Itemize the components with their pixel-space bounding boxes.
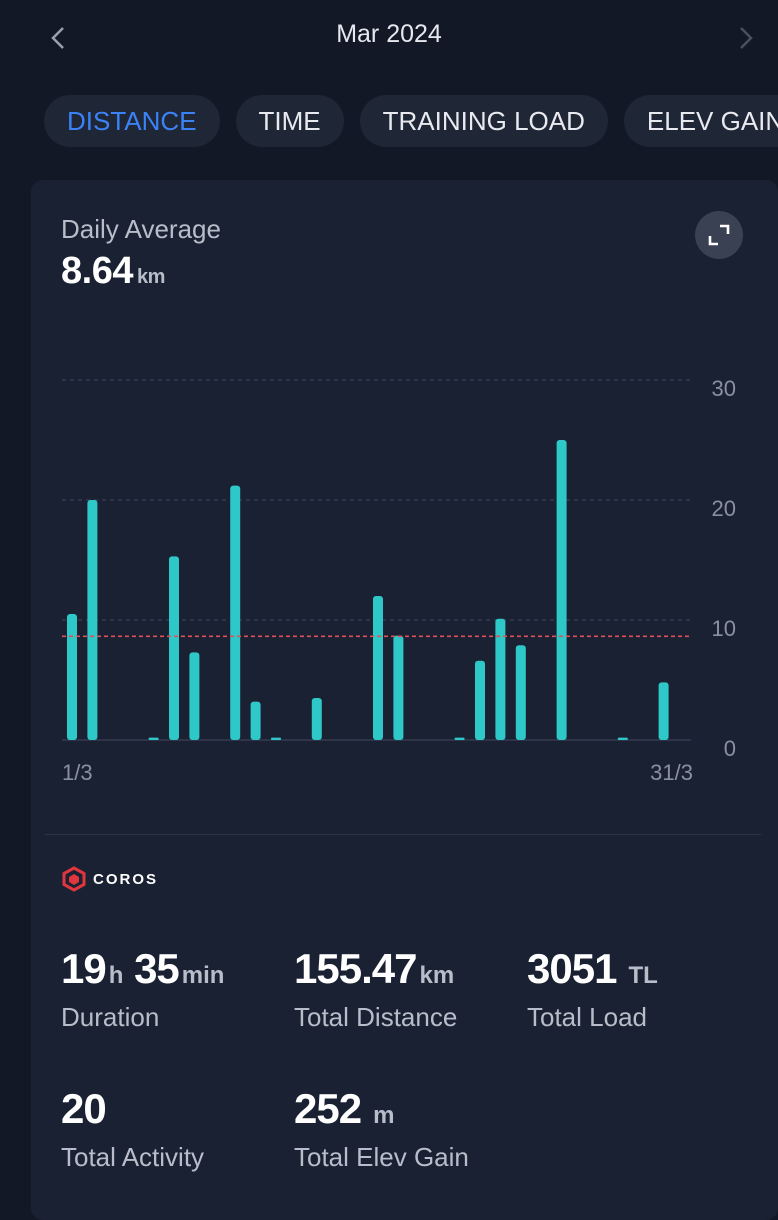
total-activity-value: 20 <box>61 1088 204 1130</box>
y-tick-label: 0 <box>724 736 736 761</box>
total-elev-gain-value: 252 m <box>294 1088 469 1130</box>
daily-average-label: Daily Average <box>61 214 221 244</box>
bar-day-7 <box>189 652 200 740</box>
stats-card: Daily Average 8.64 km 0 10 20 30 1/3 31/3 CORO… <box>31 180 778 1220</box>
total-distance-number: 155.47 <box>294 945 417 992</box>
tab-distance[interactable]: DISTANCE <box>44 95 220 147</box>
duration-hours: 19 <box>61 945 107 992</box>
x-end-label: 31/3 <box>650 760 693 785</box>
bar-day-21 <box>475 660 485 740</box>
y-tick-label: 20 <box>712 496 736 521</box>
tab-training-load[interactable]: TRAINING LOAD <box>359 95 608 147</box>
y-tick-label: 30 <box>712 376 736 401</box>
total-activity-label: Total Activity <box>61 1142 205 1172</box>
bar-day-13 <box>311 698 322 740</box>
total-distance-label: Total Distance <box>294 1002 458 1032</box>
coros-logo: COROS <box>61 866 158 892</box>
bar-day-11 <box>271 737 281 740</box>
y-tick-label: 10 <box>712 616 736 641</box>
bar-day-2 <box>87 500 98 740</box>
duration-label: Duration <box>61 1002 160 1032</box>
total-load-unit: TL <box>628 962 658 989</box>
total-load-label: Total Load <box>527 1002 647 1032</box>
bar-day-17 <box>393 635 404 740</box>
total-elev-gain-label: Total Elev Gain <box>294 1142 469 1172</box>
bar-day-6 <box>169 556 179 740</box>
total-elev-gain-unit: m <box>373 1102 395 1129</box>
month-title: Mar 2024 <box>336 20 442 48</box>
bar-day-28 <box>617 737 628 740</box>
stat-total-elev-gain: 252 m Total Elev Gain <box>294 1088 469 1173</box>
total-distance-unit: km <box>419 962 455 989</box>
total-elev-gain-number: 252 <box>294 1085 362 1132</box>
bar-day-9 <box>230 485 241 740</box>
brand-name: COROS <box>93 870 159 888</box>
expand-chart-button[interactable] <box>695 211 743 259</box>
coros-logo-icon <box>62 866 86 892</box>
previous-month-button[interactable] <box>38 18 78 58</box>
bar-day-16 <box>373 596 383 740</box>
stat-total-activity: 20 Total Activity <box>61 1088 204 1173</box>
next-month-button[interactable] <box>726 18 766 58</box>
bar-day-25 <box>556 440 567 740</box>
bar-day-5 <box>148 737 159 740</box>
total-distance-value: 155.47 km <box>294 948 457 990</box>
stat-total-load: 3051 TL Total Load <box>527 948 658 1033</box>
daily-average-value: 8.64 km <box>61 250 165 293</box>
expand-icon <box>708 224 730 246</box>
duration-minutes: 35 <box>134 945 180 992</box>
daily-average-unit: km <box>136 266 165 288</box>
bar-day-20 <box>454 737 465 740</box>
header: Mar 2024 <box>0 0 778 80</box>
duration-value: 19 h 35 min <box>61 948 224 990</box>
duration-minutes-unit: min <box>181 962 225 989</box>
total-activity-number: 20 <box>61 1085 107 1132</box>
total-load-value: 3051 TL <box>527 948 658 990</box>
duration-hours-unit: h <box>108 962 124 989</box>
bar-day-1 <box>67 614 77 740</box>
total-load-number: 3051 <box>527 945 617 992</box>
distance-bar-chart: 0 10 20 30 1/3 31/3 <box>62 376 736 785</box>
x-start-label: 1/3 <box>62 760 93 785</box>
tab-elev-gain[interactable]: ELEV GAIN <box>623 95 778 147</box>
chevron-right-icon <box>740 27 753 49</box>
metric-tabs: DISTANCE TIME TRAINING LOAD ELEV GAIN <box>44 95 778 147</box>
bar-day-30 <box>658 682 669 740</box>
chevron-left-icon <box>51 27 64 49</box>
bar-day-23 <box>515 645 526 740</box>
bar-day-22 <box>495 618 506 740</box>
stat-total-distance: 155.47 km Total Distance <box>294 948 457 1033</box>
divider <box>45 834 761 835</box>
bar-day-10 <box>250 701 261 740</box>
tab-time[interactable]: TIME <box>235 95 344 147</box>
daily-average-number: 8.64 <box>61 250 133 292</box>
stat-duration: 19 h 35 min Duration <box>61 948 224 1033</box>
